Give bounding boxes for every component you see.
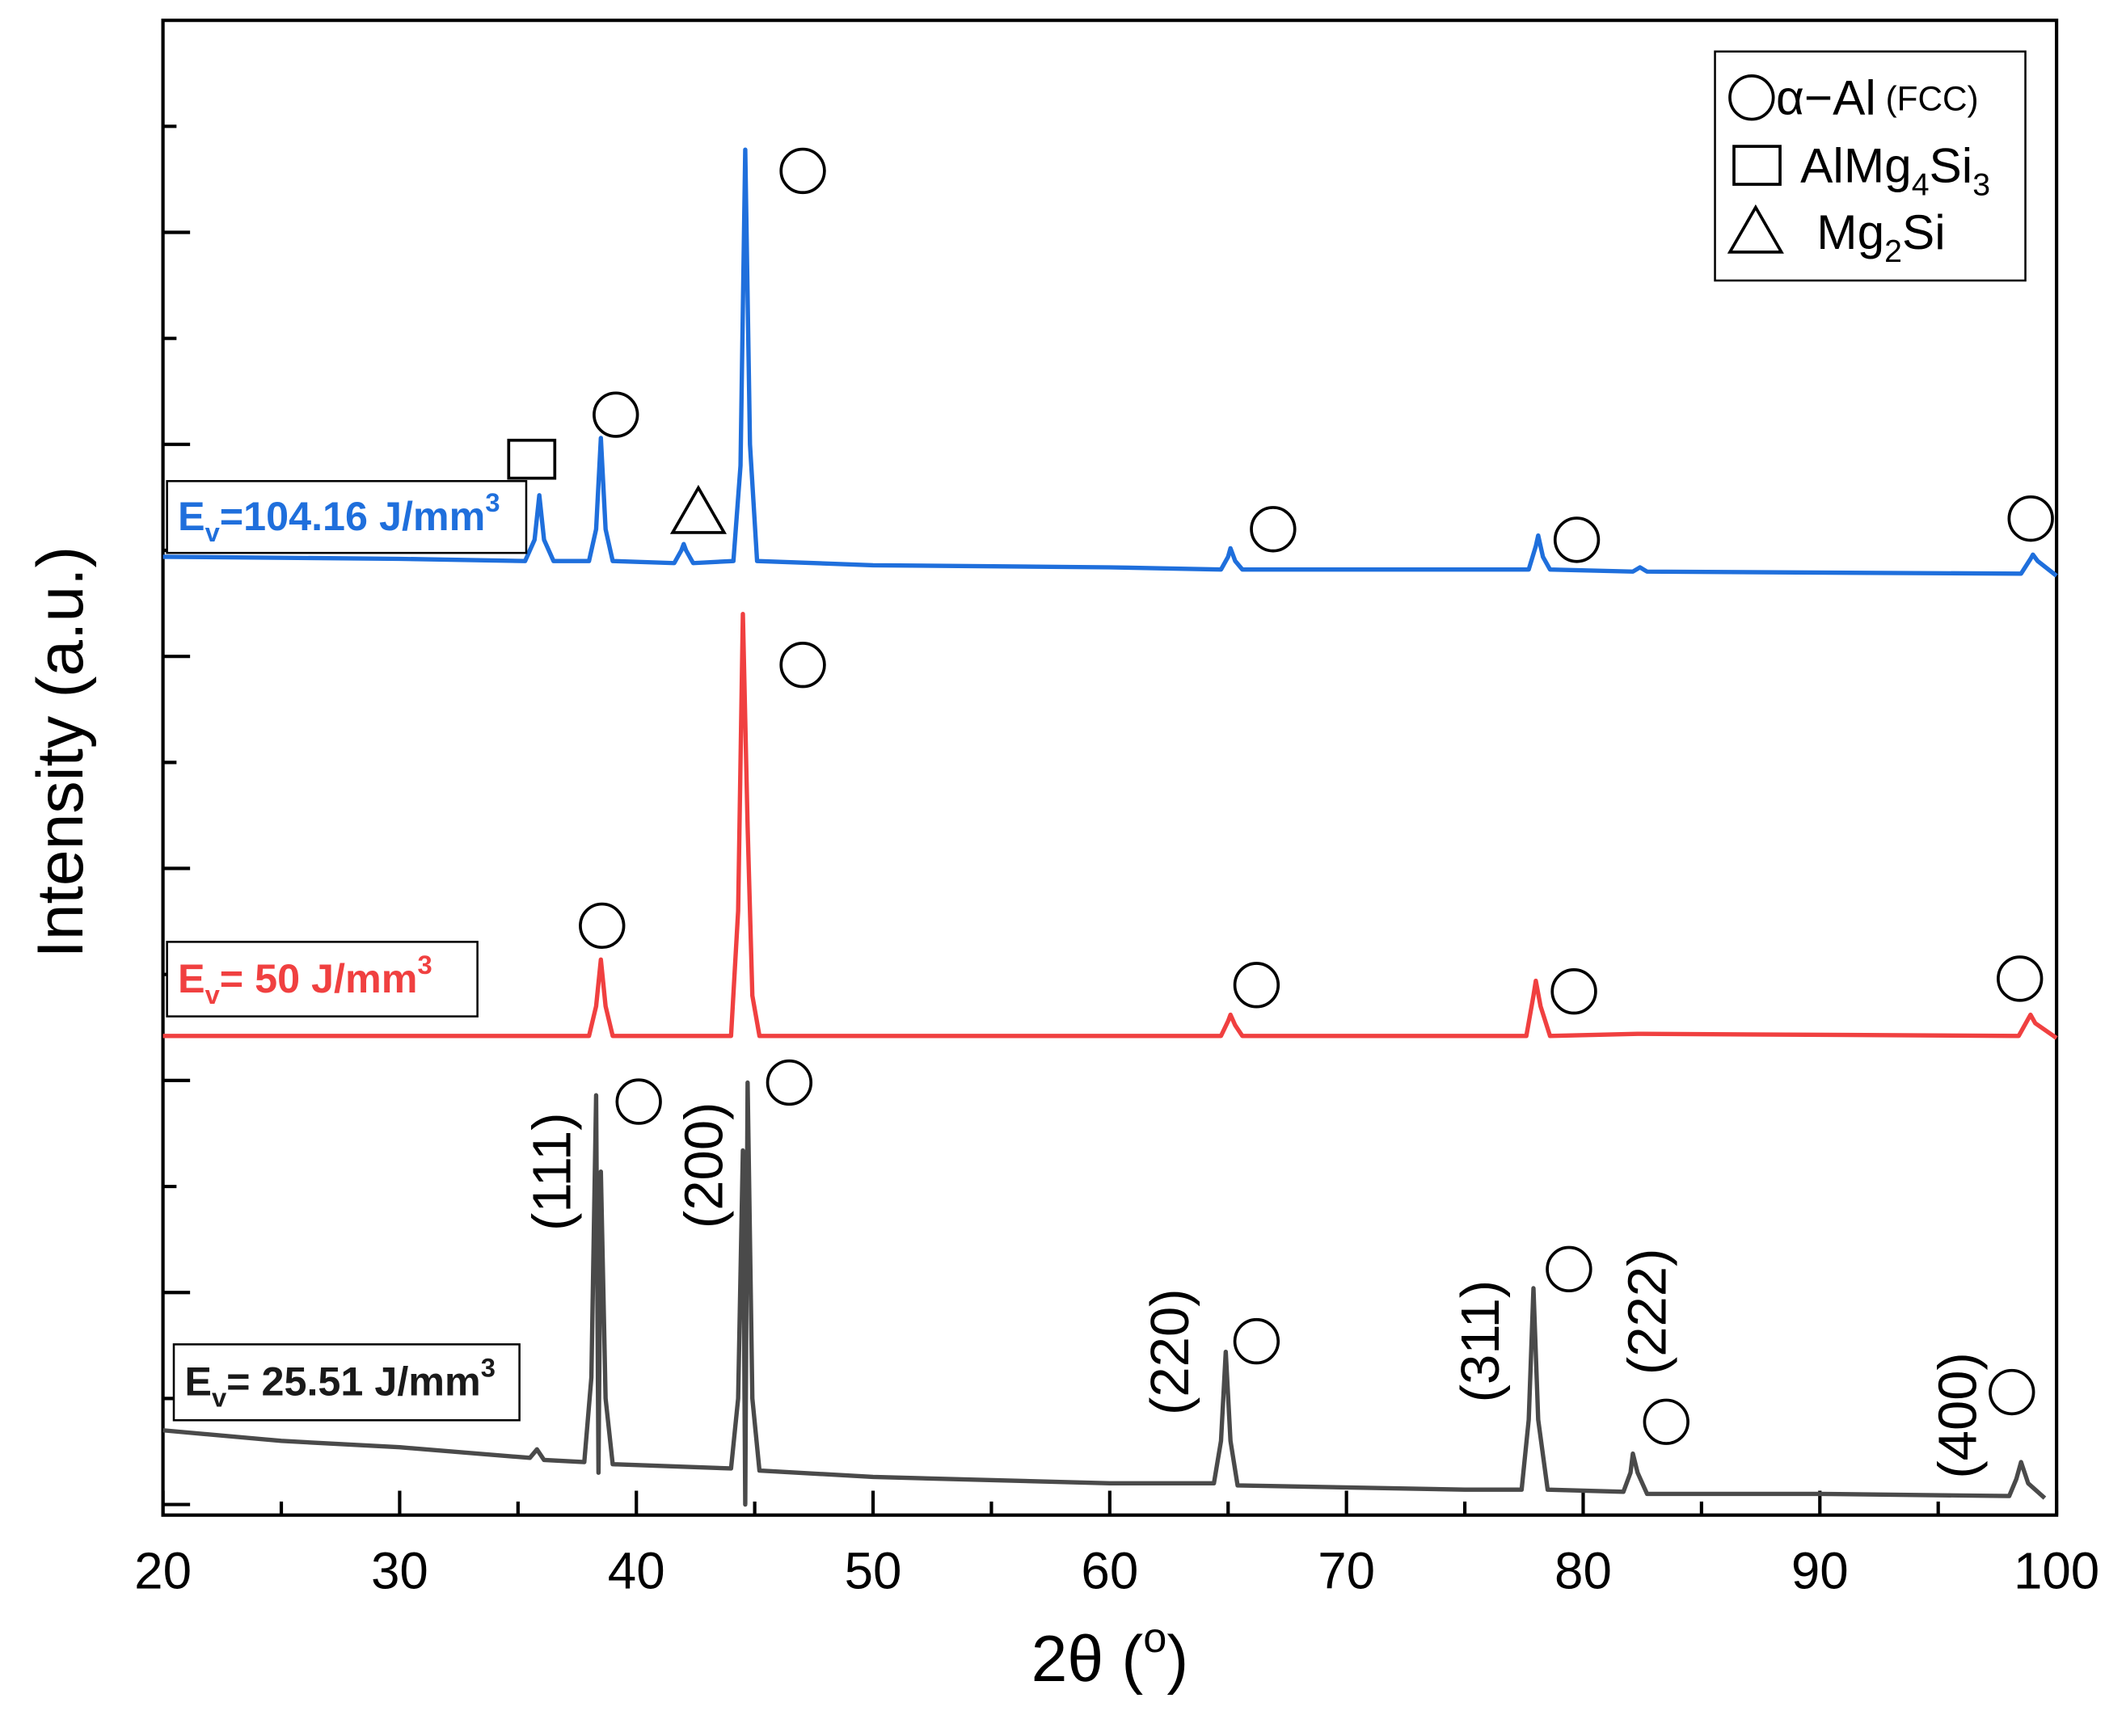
text-part: Mg [1816,204,1884,259]
phase-marker [766,1059,813,1106]
legend-box [1714,50,2027,282]
text-part: 3 [1972,167,1990,203]
annotation: (400) [1927,1352,1988,1479]
text-part: (FCC) [1876,80,1979,118]
annotation: (111) [522,1112,583,1231]
text-part: E [178,955,205,1001]
phase-marker [669,484,727,534]
text-part: =104.16 J/mm [220,493,486,539]
x-tick-label: 70 [1318,1541,1375,1599]
phase-marker [2007,495,2054,542]
text-part: 3 [481,1353,496,1383]
phase-marker [1233,962,1280,1009]
x-axis-title: 2θ (o) [1031,1615,1189,1696]
phase-marker [1989,1368,2035,1416]
phase-marker [1997,955,2044,1002]
text-part: o [1143,1615,1166,1662]
phase-marker [1553,516,1601,563]
series-label: Ev=104.16 J/mm3 [178,487,500,547]
x-tick-label: 90 [1791,1541,1849,1599]
phase-marker [1233,1317,1280,1365]
phase-marker [579,902,626,950]
annotation: (220) [1140,1288,1200,1415]
text-part: v [205,980,221,1009]
phase-marker [1546,1245,1592,1293]
series-line [162,1080,2047,1507]
series-label-box [166,480,528,554]
text-part: 4 [1912,167,1930,203]
text-part: v [205,517,221,547]
series-label: Ev= 50 J/mm3 [178,950,432,1009]
text-part: 3 [485,487,500,517]
phase-marker [779,147,826,195]
text-part: E [184,1359,212,1405]
legend-label: Mg2Si [1816,204,1945,269]
phase-marker [1732,145,1782,186]
text-part: 2 [1884,234,1902,269]
phase-marker [1728,74,1775,121]
text-part: Si [1930,138,1973,193]
y-axis-title: Intensity (a.u.) [24,546,97,959]
legend-label: AlMg4Si3 [1800,138,1990,203]
x-tick-label: 100 [2014,1541,2099,1599]
series-line [162,147,2058,578]
annotation: (222) [1618,1249,1678,1376]
text-part: AlMg [1800,138,1912,193]
series-label: Ev= 25.51 J/mm3 [184,1353,496,1413]
phase-marker [507,438,557,480]
x-tick-label: 50 [845,1541,902,1599]
x-tick-label: 30 [371,1541,428,1599]
x-tick-label: 80 [1554,1541,1612,1599]
phase-marker [593,391,639,438]
series-label-box [166,941,479,1018]
phase-marker [779,642,826,689]
text-part: = 25.51 J/mm [226,1359,481,1405]
phase-marker [615,1078,662,1125]
text-part: 2θ ( [1031,1623,1144,1696]
text-part: Si [1902,204,1946,259]
series-line [162,612,2058,1040]
x-tick-label: 20 [134,1541,192,1599]
phase-marker [1250,506,1297,553]
text-part: 3 [417,950,432,980]
text-part: α−Al [1776,70,1876,125]
series-label-box [172,1343,521,1422]
phase-marker [1727,204,1784,254]
legend-label: α−Al (FCC) [1776,70,1979,125]
annotation: (200) [673,1102,734,1229]
text-part: ) [1166,1623,1188,1696]
annotation: (311) [1450,1280,1511,1403]
x-tick-label: 40 [608,1541,665,1599]
text-part: v [212,1383,227,1413]
x-tick-label: 60 [1081,1541,1138,1599]
text-part: = 50 J/mm [220,955,418,1001]
text-part: E [178,493,205,539]
phase-marker [1643,1398,1689,1445]
phase-marker [1550,968,1597,1015]
